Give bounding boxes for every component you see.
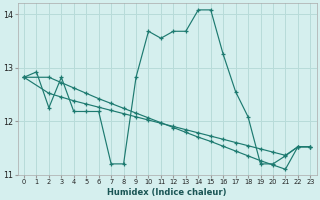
X-axis label: Humidex (Indice chaleur): Humidex (Indice chaleur) xyxy=(108,188,227,197)
